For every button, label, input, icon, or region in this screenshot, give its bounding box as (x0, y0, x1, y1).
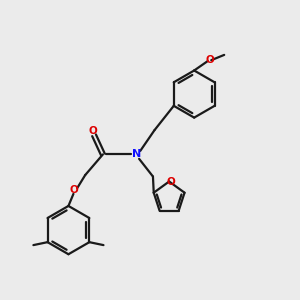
Text: O: O (70, 185, 79, 195)
Text: O: O (206, 55, 214, 65)
Text: O: O (88, 126, 97, 136)
Text: O: O (166, 177, 175, 187)
Text: N: N (132, 149, 141, 159)
